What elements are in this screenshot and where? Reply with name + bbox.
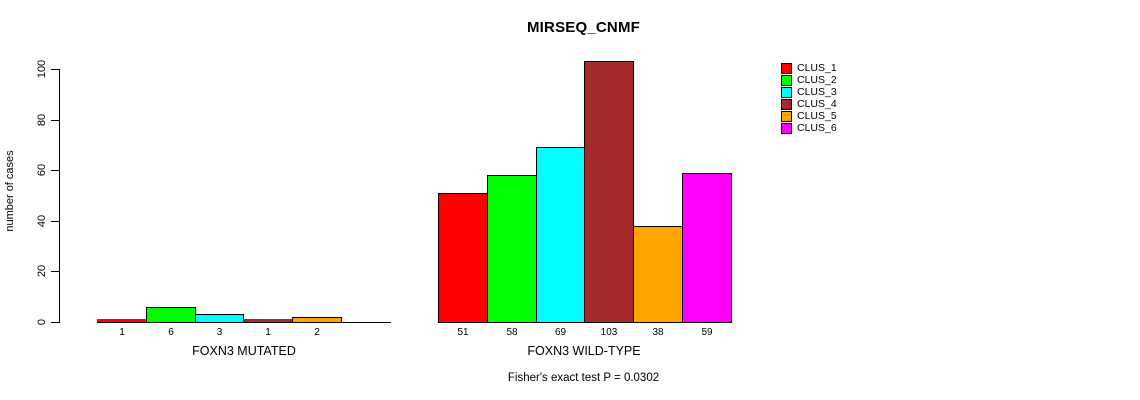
- y-tick-label: 100: [36, 59, 48, 79]
- bar-clus_4-group2: [584, 61, 634, 323]
- bar-value-label: 103: [600, 327, 618, 338]
- bar-clus_6-group1: [341, 322, 391, 323]
- y-axis-tick: [51, 271, 59, 272]
- legend-label-clus_5: CLUS_5: [797, 110, 837, 122]
- bar-clus_3-group1: [195, 314, 244, 323]
- bar-clus_1-group2: [438, 193, 488, 323]
- legend-swatch-clus_1: [781, 63, 792, 74]
- y-axis-label: number of cases: [4, 150, 16, 232]
- legend-swatch-clus_5: [781, 111, 792, 122]
- y-tick-label: 60: [36, 163, 48, 177]
- legend-swatch-clus_6: [781, 123, 792, 134]
- subtitle-fisher-test: Fisher's exact test P = 0.0302: [507, 372, 660, 384]
- bar-value-label: 38: [652, 327, 664, 338]
- legend-label-clus_3: CLUS_3: [797, 86, 837, 98]
- legend-label-clus_4: CLUS_4: [797, 98, 837, 110]
- y-axis-tick: [51, 221, 59, 222]
- y-tick-label: 80: [36, 113, 48, 127]
- y-axis-line: [59, 69, 60, 323]
- bar-value-label: 59: [701, 327, 713, 338]
- legend-label-clus_6: CLUS_6: [797, 122, 837, 134]
- legend-swatch-clus_3: [781, 87, 792, 98]
- x-axis-group-label-mutated: FOXN3 MUTATED: [192, 344, 296, 358]
- x-baseline: [97, 322, 391, 323]
- bar-value-label: 2: [314, 327, 320, 338]
- y-axis-tick: [51, 69, 59, 70]
- y-axis-tick: [51, 322, 59, 323]
- bar-clus_2-group1: [146, 307, 196, 323]
- bar-value-label: 1: [265, 327, 271, 338]
- y-tick-label: 20: [36, 264, 48, 278]
- bar-value-label: 58: [506, 327, 518, 338]
- bar-clus_4-group1: [243, 319, 293, 322]
- bar-clus_6-group2: [682, 173, 732, 323]
- bar-value-label: 6: [168, 327, 174, 338]
- legend-label-clus_1: CLUS_1: [797, 62, 837, 74]
- bar-value-label: 69: [554, 327, 567, 338]
- bar-value-label: 3: [216, 327, 223, 338]
- legend-swatch-clus_2: [781, 75, 792, 86]
- bar-clus_5-group1: [292, 317, 342, 323]
- bar-value-label: 1: [119, 327, 125, 338]
- y-axis-tick: [51, 120, 59, 121]
- y-tick-label: 0: [36, 318, 48, 326]
- chart-title: MIRSEQ_CNMF: [526, 19, 641, 36]
- y-axis-tick: [51, 170, 59, 171]
- bar-clus_3-group2: [536, 147, 585, 323]
- legend-label-clus_2: CLUS_2: [797, 74, 837, 86]
- legend-swatch-clus_4: [781, 99, 792, 110]
- bar-clus_1-group1: [97, 319, 147, 322]
- x-axis-group-label-wildtype: FOXN3 WILD-TYPE: [527, 344, 641, 358]
- bar-clus_2-group2: [487, 175, 537, 323]
- y-tick-label: 40: [36, 214, 48, 228]
- bar-clus_5-group2: [633, 226, 683, 323]
- bar-value-label: 51: [457, 327, 469, 338]
